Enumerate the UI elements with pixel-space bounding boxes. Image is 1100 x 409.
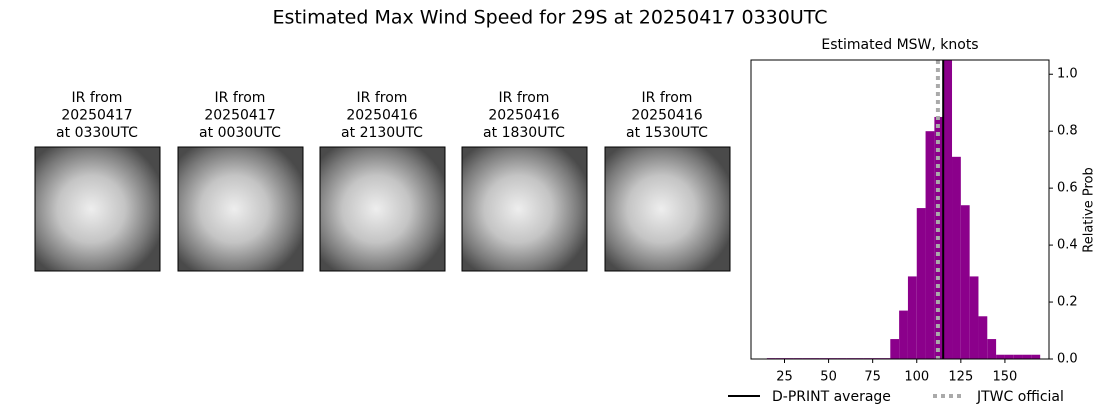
y-tick-label: 0.8 bbox=[1057, 124, 1078, 139]
satellite-image bbox=[319, 146, 446, 272]
panel-label: 20250416 bbox=[488, 108, 559, 124]
y-tick-label: 0.2 bbox=[1057, 295, 1078, 310]
x-tick-label: 50 bbox=[820, 370, 837, 385]
plot-frame bbox=[750, 59, 1050, 360]
bar bbox=[987, 339, 997, 359]
bar bbox=[907, 276, 917, 359]
x-tick-label: 125 bbox=[948, 370, 973, 385]
x-tick-label: 75 bbox=[864, 370, 881, 385]
satellite-image bbox=[461, 146, 588, 272]
y-tick-label: 0.4 bbox=[1057, 238, 1078, 253]
bar bbox=[996, 354, 1005, 359]
panel-label: 20250416 bbox=[346, 108, 417, 124]
panel-label: 20250417 bbox=[61, 108, 132, 124]
bar bbox=[978, 316, 988, 359]
bar bbox=[890, 339, 900, 359]
bar bbox=[952, 156, 961, 359]
panel-label: at 0030UTC bbox=[199, 125, 281, 141]
bar bbox=[943, 60, 953, 359]
x-tick-label: 100 bbox=[904, 370, 929, 385]
satellite-image bbox=[177, 146, 304, 272]
y-tick-label: 1.0 bbox=[1057, 67, 1078, 82]
panel-label: at 0330UTC bbox=[56, 125, 138, 141]
bar bbox=[960, 205, 970, 359]
bar bbox=[916, 208, 926, 359]
bar bbox=[1013, 354, 1023, 359]
bar bbox=[1022, 354, 1032, 359]
panel-label: IR from bbox=[499, 90, 550, 106]
bar bbox=[1031, 354, 1041, 359]
bar bbox=[899, 310, 908, 359]
bar bbox=[1004, 354, 1014, 359]
panel-label: IR from bbox=[215, 90, 266, 106]
panel-label: IR from bbox=[642, 90, 693, 106]
satellite-image bbox=[604, 146, 731, 272]
panel-label: IR from bbox=[357, 90, 408, 106]
x-tick-label: 25 bbox=[776, 370, 793, 385]
panel-label: at 1530UTC bbox=[626, 125, 708, 141]
figure-title: Estimated Max Wind Speed for 29S at 2025… bbox=[272, 7, 827, 29]
legend-label: D-PRINT average bbox=[772, 389, 891, 405]
panel-label: 20250416 bbox=[631, 108, 702, 124]
panel-label: at 2130UTC bbox=[341, 125, 423, 141]
y-axis-label: Relative Prob bbox=[1082, 167, 1097, 252]
y-tick-label: 0.6 bbox=[1057, 181, 1078, 196]
x-tick-label: 150 bbox=[993, 370, 1018, 385]
satellite-image bbox=[34, 146, 161, 272]
panel-label: at 1830UTC bbox=[483, 125, 565, 141]
panel-label: IR from bbox=[72, 90, 123, 106]
legend-label: JTWC official bbox=[976, 389, 1064, 405]
panel-label: 20250417 bbox=[204, 108, 275, 124]
bar bbox=[969, 276, 979, 359]
bar bbox=[925, 131, 935, 359]
chart-title: Estimated MSW, knots bbox=[821, 37, 978, 53]
y-tick-label: 0.0 bbox=[1057, 352, 1078, 367]
